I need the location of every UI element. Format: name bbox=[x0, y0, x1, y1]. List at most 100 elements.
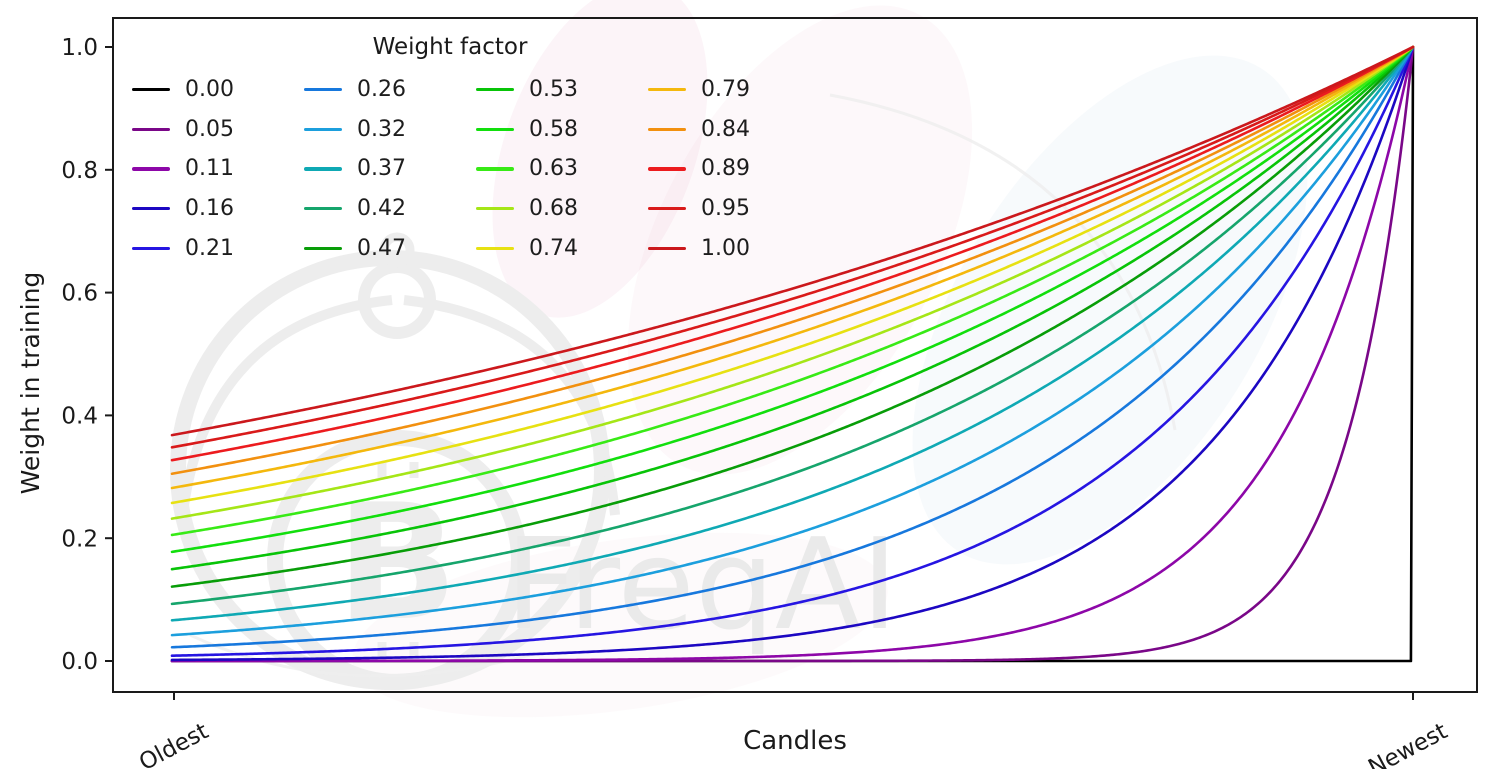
legend-grid: 0.00 0.05 0.11 0.16 0.21 0.26 0.32 0.37 0.42 0.47… bbox=[126, 70, 774, 268]
legend-swatch bbox=[132, 88, 170, 92]
series-line-0.16 bbox=[170, 45, 1415, 662]
legend-swatch bbox=[303, 167, 342, 171]
series-line-0.58 bbox=[170, 45, 1415, 554]
legend-label: 0.26 bbox=[356, 77, 406, 103]
watermark-leaf bbox=[492, 0, 708, 318]
legend-item: 0.32 bbox=[303, 116, 406, 142]
legend-label: 0.37 bbox=[356, 156, 406, 182]
series-line-0.21 bbox=[170, 45, 1415, 657]
legend-swatch bbox=[132, 167, 170, 171]
legend-label: 0.79 bbox=[700, 77, 750, 103]
legend-item: 0.21 bbox=[132, 236, 234, 261]
legend-item: 0.42 bbox=[303, 196, 406, 222]
y-tick-label: 0.4 bbox=[61, 403, 98, 429]
legend-label: 0.89 bbox=[700, 156, 750, 182]
legend-label: 0.42 bbox=[356, 196, 406, 222]
legend-item: 0.89 bbox=[647, 156, 750, 182]
legend-swatch bbox=[647, 88, 686, 92]
legend-item: 0.16 bbox=[132, 196, 234, 221]
legend-label: 0.53 bbox=[528, 77, 578, 103]
watermark-leaf bbox=[912, 55, 1308, 565]
legend-swatch bbox=[132, 127, 170, 131]
series-line-0.37 bbox=[170, 45, 1415, 622]
legend-swatch bbox=[132, 206, 170, 211]
series-line-0.89 bbox=[170, 45, 1415, 462]
legend-item: 0.37 bbox=[303, 156, 406, 182]
legend-swatch bbox=[647, 206, 686, 211]
legend-label: 0.00 bbox=[185, 77, 234, 103]
watermark-logo-body-circle bbox=[267, 430, 527, 690]
watermark-bitcoin-glyph: B bbox=[336, 469, 458, 656]
series-line-0.42 bbox=[170, 45, 1415, 606]
legend-swatch bbox=[647, 127, 686, 131]
legend-item: 1.00 bbox=[647, 235, 750, 261]
series-line-0.53 bbox=[170, 45, 1415, 571]
legend-item: 0.84 bbox=[647, 116, 750, 142]
series-line-0.63 bbox=[170, 45, 1415, 537]
legend-item: 0.63 bbox=[475, 156, 578, 182]
legend-swatch bbox=[475, 246, 514, 250]
legend-swatch bbox=[303, 206, 342, 211]
legend-label: 0.68 bbox=[528, 196, 578, 222]
watermark-leaf bbox=[627, 5, 973, 475]
series-line-0.95 bbox=[170, 45, 1415, 449]
legend-item: 0.05 bbox=[132, 117, 234, 142]
legend-title: Weight factor bbox=[372, 34, 528, 60]
legend-label: 0.84 bbox=[700, 116, 750, 142]
legend-item: 0.47 bbox=[303, 235, 406, 261]
legend-swatch bbox=[303, 127, 342, 131]
series-line-0.79 bbox=[170, 45, 1415, 490]
legend-item: 0.53 bbox=[475, 77, 578, 103]
legend-item: 0.11 bbox=[132, 156, 234, 181]
legend-label: 0.58 bbox=[528, 116, 578, 142]
y-tick-label: 0.6 bbox=[61, 281, 98, 307]
watermark-logo-orbit bbox=[189, 633, 531, 678]
watermark-brand-text: FreqAI bbox=[505, 511, 898, 658]
legend-swatch bbox=[475, 127, 514, 131]
series-line-0.68 bbox=[170, 45, 1415, 520]
axes-frame bbox=[112, 17, 1478, 693]
legend-label: 0.32 bbox=[356, 116, 406, 142]
legend-swatch bbox=[303, 246, 342, 250]
legend-label: 1.00 bbox=[700, 235, 750, 261]
y-tick-label: 1.0 bbox=[61, 35, 98, 61]
legend: Weight factor 0.00 0.05 0.11 0.16 0.21 0.26 0.… bbox=[126, 34, 774, 268]
y-axis-ticks: 0.0 0.2 0.4 0.6 0.8 1.0 bbox=[61, 35, 113, 675]
legend-swatch bbox=[475, 167, 514, 171]
legend-swatch bbox=[303, 88, 342, 92]
legend-label: 0.11 bbox=[185, 156, 234, 182]
legend-swatch bbox=[475, 88, 514, 92]
legend-item: 0.74 bbox=[475, 236, 578, 261]
legend-item: 0.58 bbox=[475, 116, 578, 142]
legend-item: 0.95 bbox=[647, 196, 750, 222]
y-tick-label: 0.8 bbox=[61, 158, 98, 184]
y-tick-label: 0.0 bbox=[61, 649, 98, 675]
legend-label: 0.63 bbox=[528, 156, 578, 182]
plot-curves bbox=[170, 45, 1415, 663]
legend-swatch bbox=[647, 246, 686, 250]
legend-item: 0.26 bbox=[303, 77, 406, 103]
legend-swatch bbox=[132, 246, 170, 250]
series-line-0.11 bbox=[170, 45, 1415, 663]
y-tick-label: 0.2 bbox=[61, 526, 98, 552]
legend-label: 0.05 bbox=[185, 116, 234, 142]
watermark-logo-orbit bbox=[829, 93, 1177, 431]
y-axis-label: Weight in training bbox=[16, 271, 45, 495]
legend-label: 0.21 bbox=[185, 235, 234, 261]
legend-label: 0.47 bbox=[356, 235, 406, 261]
series-line-0.84 bbox=[170, 45, 1415, 476]
series-line-1.00 bbox=[170, 45, 1415, 437]
series-line-0.26 bbox=[170, 45, 1415, 649]
legend-item: 0.00 bbox=[132, 77, 234, 102]
legend-item: 0.68 bbox=[475, 196, 578, 222]
x-axis-label: Candles bbox=[743, 726, 847, 756]
legend-item: 0.79 bbox=[647, 77, 750, 103]
series-line-0.74 bbox=[170, 45, 1415, 505]
legend-label: 0.95 bbox=[700, 196, 750, 222]
legend-label: 0.16 bbox=[185, 196, 234, 222]
series-line-0.32 bbox=[170, 45, 1415, 637]
legend-swatch bbox=[647, 167, 686, 171]
series-line-0.47 bbox=[170, 45, 1415, 588]
legend-swatch bbox=[475, 206, 514, 211]
